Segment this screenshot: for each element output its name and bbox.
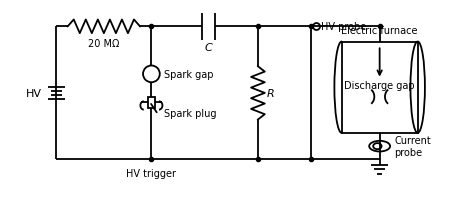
Text: HV: HV	[26, 88, 42, 98]
Text: R: R	[266, 88, 274, 98]
Text: Electric furnace: Electric furnace	[341, 26, 418, 36]
Text: Current
probe: Current probe	[394, 136, 431, 157]
Text: C: C	[205, 43, 212, 53]
Bar	[342, 42, 418, 133]
Text: HV probe: HV probe	[321, 22, 366, 32]
Text: Spark gap: Spark gap	[164, 69, 213, 79]
Text: 20 MΩ: 20 MΩ	[88, 39, 119, 49]
Text: Discharge gap: Discharge gap	[344, 81, 415, 91]
Text: HV trigger: HV trigger	[127, 168, 176, 178]
Bar	[148, 98, 155, 108]
Text: Spark plug: Spark plug	[164, 108, 216, 118]
